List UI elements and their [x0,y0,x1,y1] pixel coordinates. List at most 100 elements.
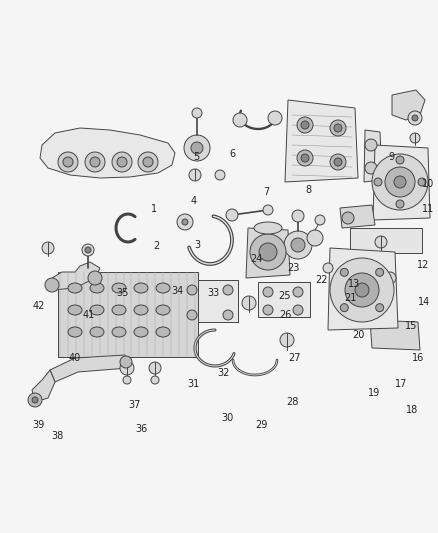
Text: 5: 5 [193,152,199,161]
Circle shape [340,268,348,276]
Text: 39: 39 [33,419,45,430]
Circle shape [120,361,134,375]
Circle shape [120,356,132,368]
Circle shape [315,215,325,225]
Circle shape [340,304,348,312]
Circle shape [88,271,102,285]
Circle shape [189,169,201,181]
Circle shape [191,142,203,154]
Circle shape [117,157,127,167]
Circle shape [28,393,42,407]
Circle shape [410,133,420,143]
Circle shape [123,376,131,384]
Circle shape [384,272,396,284]
Text: 20: 20 [352,330,364,341]
Polygon shape [373,145,430,220]
Circle shape [375,236,387,248]
Circle shape [345,273,379,307]
Circle shape [396,156,404,164]
Circle shape [301,121,309,129]
Circle shape [345,305,355,315]
Text: 3: 3 [194,240,201,250]
Text: 21: 21 [344,294,357,303]
Text: 13: 13 [347,279,360,289]
Circle shape [215,170,225,180]
Circle shape [323,263,333,273]
Text: 32: 32 [218,368,230,378]
Text: 28: 28 [286,397,298,407]
Ellipse shape [68,305,82,315]
Circle shape [85,152,105,172]
Circle shape [82,244,94,256]
Circle shape [376,304,384,312]
Text: 4: 4 [191,196,197,206]
Polygon shape [40,128,175,178]
Text: 27: 27 [288,353,300,362]
Circle shape [263,205,273,215]
Text: 11: 11 [422,204,434,214]
Polygon shape [370,320,420,350]
Circle shape [408,111,422,125]
Circle shape [268,111,282,125]
Circle shape [297,150,313,166]
Ellipse shape [90,327,104,337]
Text: 26: 26 [279,310,292,320]
Circle shape [187,285,197,295]
Ellipse shape [134,327,148,337]
Text: 6: 6 [230,149,236,159]
Circle shape [58,152,78,172]
Text: 42: 42 [33,301,45,311]
Circle shape [301,154,309,162]
Circle shape [355,283,369,297]
Polygon shape [328,248,398,330]
Text: 34: 34 [171,286,184,296]
Circle shape [45,278,59,292]
Circle shape [284,231,312,259]
Ellipse shape [134,283,148,293]
Ellipse shape [112,305,126,315]
Circle shape [32,397,38,403]
Polygon shape [364,130,382,182]
Circle shape [297,117,313,133]
Circle shape [385,167,415,197]
Circle shape [42,242,54,254]
Circle shape [280,333,294,347]
Circle shape [374,178,382,186]
Circle shape [372,154,428,210]
Circle shape [330,258,394,322]
Circle shape [263,287,273,297]
Text: 14: 14 [418,297,430,307]
Circle shape [223,285,233,295]
Circle shape [292,210,304,222]
Text: 38: 38 [51,431,64,441]
Circle shape [177,214,193,230]
Text: 19: 19 [368,389,380,398]
Text: 30: 30 [221,413,233,423]
Ellipse shape [112,327,126,337]
Bar [350,228,422,253]
Text: 8: 8 [305,185,311,195]
Bar [183,280,238,322]
Circle shape [412,115,418,121]
Text: 25: 25 [278,291,291,301]
Ellipse shape [156,305,170,315]
Circle shape [263,305,273,315]
Text: 17: 17 [395,379,407,390]
Polygon shape [47,262,100,290]
Text: 10: 10 [422,179,434,189]
Circle shape [334,158,342,166]
Bar [258,282,310,317]
Text: 16: 16 [413,353,425,362]
Circle shape [85,247,91,253]
Text: 40: 40 [68,353,81,362]
Text: 9: 9 [389,152,395,161]
Text: 15: 15 [405,321,417,332]
Text: 12: 12 [417,260,429,270]
Circle shape [396,200,404,208]
Text: 31: 31 [187,379,200,390]
Text: 2: 2 [154,241,160,251]
Circle shape [90,157,100,167]
Circle shape [223,310,233,320]
Circle shape [151,376,159,384]
Circle shape [138,152,158,172]
